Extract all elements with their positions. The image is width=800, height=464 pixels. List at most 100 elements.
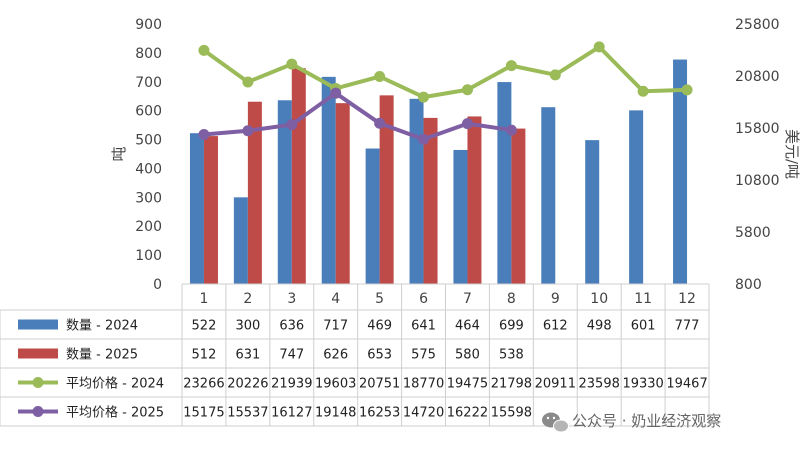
y-left-tick-label: 500 bbox=[135, 133, 162, 149]
x-tick-label: 5 bbox=[375, 291, 384, 307]
y-right-tick-label: 5800 bbox=[735, 225, 771, 241]
bar bbox=[453, 149, 468, 284]
bar bbox=[189, 133, 204, 284]
table-cell: 580 bbox=[455, 348, 480, 363]
y-right-tick-label: 10800 bbox=[735, 173, 780, 189]
y-left-tick-label: 400 bbox=[135, 161, 162, 177]
table-cell: 15537 bbox=[227, 406, 268, 421]
bar bbox=[365, 148, 380, 284]
table-cell: 636 bbox=[279, 319, 304, 334]
data-point bbox=[461, 84, 473, 96]
data-point bbox=[198, 44, 210, 56]
legend-key bbox=[18, 319, 58, 330]
x-tick-label: 1 bbox=[199, 291, 208, 307]
series-line bbox=[201, 91, 514, 142]
watermark-text: 公众号 · 奶业经济观察 bbox=[572, 412, 721, 430]
y-left-tick-label: 900 bbox=[135, 17, 162, 33]
table-cell: 19330 bbox=[622, 377, 663, 392]
table-cell: 20226 bbox=[227, 377, 268, 392]
table-cell: 464 bbox=[455, 319, 480, 334]
table-cell: 21798 bbox=[491, 377, 532, 392]
data-point bbox=[374, 117, 386, 129]
x-tick-label: 6 bbox=[419, 291, 428, 307]
axes: 吨 美元/吨 0 100 200 300 400 500 600 700 800 900 800 58… bbox=[110, 17, 800, 293]
data-point bbox=[374, 71, 386, 83]
data-point bbox=[593, 41, 605, 53]
bar bbox=[673, 59, 688, 285]
bar bbox=[291, 68, 306, 284]
x-tick-label: 8 bbox=[507, 291, 516, 307]
table-cell: 19603 bbox=[315, 377, 356, 392]
table-cell: 522 bbox=[192, 319, 217, 334]
bar bbox=[321, 76, 336, 284]
bar bbox=[497, 82, 512, 284]
table-cell: 512 bbox=[192, 348, 217, 363]
data-point bbox=[637, 85, 649, 97]
table-cell: 538 bbox=[499, 348, 524, 363]
x-tick-label: 2 bbox=[243, 291, 252, 307]
y-axis-right-title: 美元/吨 bbox=[783, 129, 800, 179]
bar bbox=[541, 107, 556, 284]
x-tick-label: 11 bbox=[634, 291, 652, 307]
x-tick-label: 4 bbox=[331, 291, 340, 307]
bar bbox=[379, 95, 394, 284]
bar bbox=[423, 117, 438, 284]
table-cell: 653 bbox=[367, 348, 392, 363]
wechat-icon bbox=[542, 412, 569, 433]
table-cell: 777 bbox=[675, 319, 700, 334]
data-point bbox=[505, 124, 517, 136]
legend-label: 数量 - 2025 bbox=[66, 348, 138, 363]
table-cell: 14720 bbox=[403, 406, 444, 421]
bar bbox=[629, 110, 644, 284]
bar bbox=[233, 197, 248, 284]
legend-key bbox=[18, 348, 58, 359]
x-tick-label: 12 bbox=[678, 291, 696, 307]
y-left-tick-label: 0 bbox=[153, 277, 162, 293]
table-cell: 20911 bbox=[535, 377, 576, 392]
legend-key-marker bbox=[32, 377, 44, 388]
table-cell: 699 bbox=[499, 319, 524, 334]
data-point bbox=[549, 69, 561, 81]
data-point bbox=[198, 129, 210, 140]
table-cell: 601 bbox=[631, 319, 656, 334]
bar bbox=[467, 116, 482, 284]
plot-area bbox=[189, 41, 693, 285]
legend-label: 平均价格 - 2025 bbox=[66, 405, 164, 421]
table-cell: 21939 bbox=[271, 377, 312, 392]
data-point bbox=[505, 60, 517, 72]
table-cell: 612 bbox=[543, 319, 568, 334]
data-point bbox=[681, 84, 693, 96]
table-cell: 20751 bbox=[359, 377, 400, 392]
data-point bbox=[286, 58, 298, 70]
legend-label: 平均价格 - 2024 bbox=[66, 376, 164, 392]
data-point bbox=[330, 87, 342, 99]
legend-key-marker bbox=[32, 406, 44, 417]
table-cell: 19475 bbox=[447, 377, 488, 392]
table-cell: 300 bbox=[235, 319, 260, 334]
y-left-tick-label: 700 bbox=[135, 75, 162, 91]
table-cell: 16222 bbox=[447, 406, 488, 421]
y-left-tick-label: 600 bbox=[135, 104, 162, 120]
data-point bbox=[418, 133, 430, 145]
x-tick-label: 3 bbox=[287, 291, 296, 307]
table-cell: 16127 bbox=[271, 406, 312, 421]
table-cell: 15175 bbox=[183, 406, 224, 421]
data-point bbox=[286, 119, 298, 131]
y-left-tick-label: 200 bbox=[135, 219, 162, 235]
bar bbox=[511, 128, 526, 284]
y-left-tick-label: 800 bbox=[135, 46, 162, 62]
data-point bbox=[461, 118, 473, 130]
x-tick-label: 10 bbox=[590, 291, 608, 307]
table-cell: 626 bbox=[323, 348, 348, 363]
table-cell: 16253 bbox=[359, 406, 400, 421]
table-cell: 19148 bbox=[315, 406, 356, 421]
table-cell: 498 bbox=[587, 319, 612, 334]
table-cell: 747 bbox=[279, 348, 304, 363]
bar bbox=[277, 100, 292, 285]
y-right-tick-label: 800 bbox=[735, 277, 762, 293]
table-cell: 717 bbox=[323, 319, 348, 334]
table-cell: 15598 bbox=[491, 406, 532, 421]
y-right-tick-label: 20800 bbox=[735, 69, 780, 85]
